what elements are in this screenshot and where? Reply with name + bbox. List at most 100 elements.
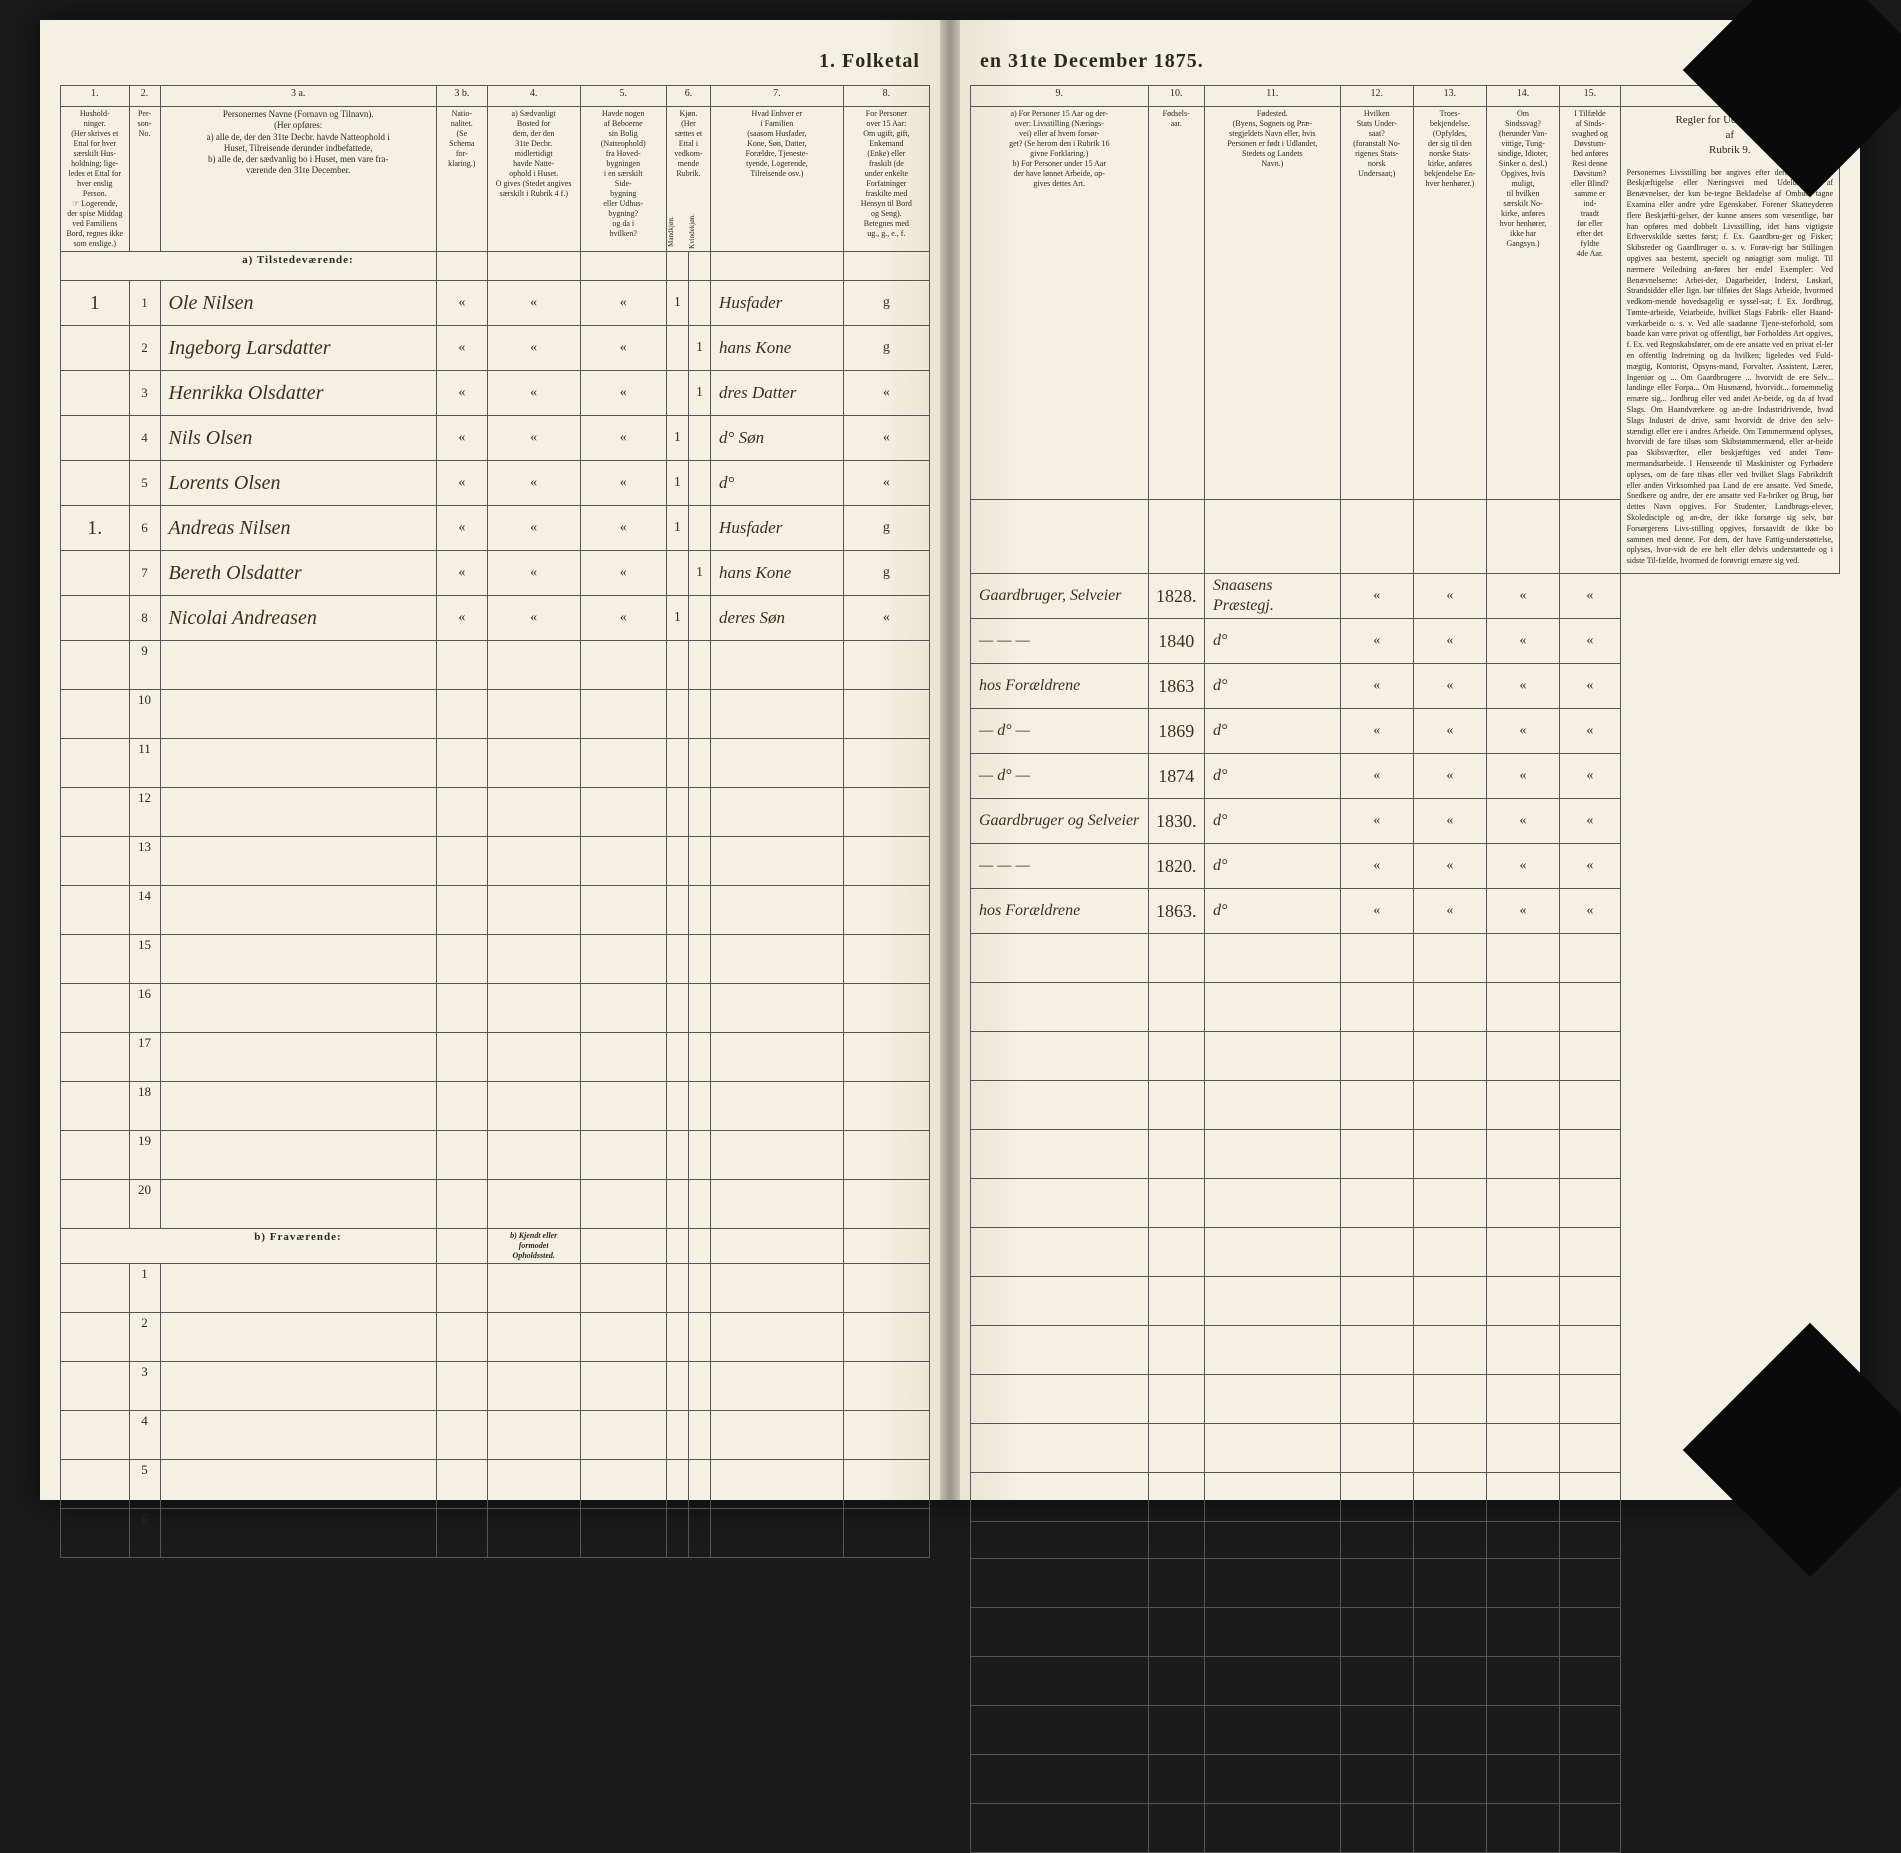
table-row: 3 Henrikka Olsdatter « « « 1 dres Datter… bbox=[61, 371, 930, 416]
cell-no: 20 bbox=[129, 1180, 160, 1229]
left-page: 1. Folketal 1. 2. 3 a. 3 b. 4. 5. 6. 7. … bbox=[40, 20, 950, 1500]
cell-fam: deres Søn bbox=[711, 596, 844, 641]
cell-fam: dres Datter bbox=[711, 371, 844, 416]
cell-kk bbox=[688, 596, 710, 641]
cell-name: Ole Nilsen bbox=[160, 281, 436, 326]
cell-c5: « bbox=[580, 551, 666, 596]
cell-no: 17 bbox=[129, 1033, 160, 1082]
cell-stat: g bbox=[843, 281, 929, 326]
cell-c12: « bbox=[1340, 574, 1413, 619]
cell-c15: « bbox=[1560, 799, 1621, 844]
coln-15: 15. bbox=[1560, 86, 1621, 107]
cell-no: 1 bbox=[129, 281, 160, 326]
cell-c10: 1869 bbox=[1148, 709, 1204, 754]
cell-nat: « bbox=[436, 461, 487, 506]
cell-c13: « bbox=[1413, 754, 1486, 799]
cell-c5: « bbox=[580, 326, 666, 371]
table-row bbox=[971, 1608, 1840, 1657]
cell-kk bbox=[688, 416, 710, 461]
cell-c11: d° bbox=[1204, 619, 1340, 664]
table-row: 19 bbox=[61, 1131, 930, 1180]
book-spine bbox=[940, 20, 960, 1500]
cell-c13: « bbox=[1413, 844, 1486, 889]
cell-c14: « bbox=[1486, 664, 1559, 709]
cell-c15: « bbox=[1560, 619, 1621, 664]
cell-fam: hans Kone bbox=[711, 326, 844, 371]
coln-4: 4. bbox=[487, 86, 580, 107]
cell-c13: « bbox=[1413, 889, 1486, 934]
cell-c13: « bbox=[1413, 709, 1486, 754]
hdr-c7: Hvad Enhver er i Familien (saasom Husfad… bbox=[711, 107, 844, 252]
cell-fam: Husfader bbox=[711, 506, 844, 551]
table-row bbox=[971, 1657, 1840, 1706]
cell-hh: 1. bbox=[61, 506, 130, 551]
cell-c13: « bbox=[1413, 619, 1486, 664]
header-row-left: Hushold- ninger. (Her skrives et Ettal f… bbox=[61, 107, 930, 252]
cell-c4: « bbox=[487, 461, 580, 506]
cell-nat: « bbox=[436, 596, 487, 641]
coln-2: 2. bbox=[129, 86, 160, 107]
cell-name: Henrikka Olsdatter bbox=[160, 371, 436, 416]
table-row: 1 bbox=[61, 1264, 930, 1313]
cell-c4: « bbox=[487, 281, 580, 326]
hdr-c9: a) For Personer 15 Aar og der- over: Liv… bbox=[971, 107, 1149, 500]
cell-c5: « bbox=[580, 281, 666, 326]
cell-no: 9 bbox=[129, 641, 160, 690]
table-row: 5 Lorents Olsen « « « 1 d° « bbox=[61, 461, 930, 506]
cell-c14: « bbox=[1486, 619, 1559, 664]
cell-mk: 1 bbox=[666, 281, 688, 326]
section-a-row: a) Tilstedeværende: bbox=[61, 252, 930, 281]
cell-stat: « bbox=[843, 461, 929, 506]
cell-no: 14 bbox=[129, 886, 160, 935]
cell-c10: 1820. bbox=[1148, 844, 1204, 889]
table-row: 1. 6 Andreas Nilsen « « « 1 Husfader g bbox=[61, 506, 930, 551]
cell-nat: « bbox=[436, 551, 487, 596]
cell-stat: « bbox=[843, 596, 929, 641]
cell-fam: d° Søn bbox=[711, 416, 844, 461]
cell-c13: « bbox=[1413, 574, 1486, 619]
coln-7: 7. bbox=[711, 86, 844, 107]
cell-c15: « bbox=[1560, 709, 1621, 754]
table-row: hos Forældrene 1863. d° « « « « bbox=[971, 889, 1840, 934]
cell-c12: « bbox=[1340, 664, 1413, 709]
cell-fam: Husfader bbox=[711, 281, 844, 326]
coln-14: 14. bbox=[1486, 86, 1559, 107]
hdr-c5: Havde nogen af Beboerne sin Bolig (Natte… bbox=[580, 107, 666, 252]
coln-9: 9. bbox=[971, 86, 1149, 107]
table-row: 16 bbox=[61, 984, 930, 1033]
cell-name: Nils Olsen bbox=[160, 416, 436, 461]
cell-c9: — — — bbox=[971, 844, 1149, 889]
table-row: 9 bbox=[61, 641, 930, 690]
table-row: — — — 1820. d° « « « « bbox=[971, 844, 1840, 889]
cell-c12: « bbox=[1340, 844, 1413, 889]
table-row: 13 bbox=[61, 837, 930, 886]
table-row bbox=[971, 1081, 1840, 1130]
cell-hh bbox=[61, 596, 130, 641]
cell-kk bbox=[688, 461, 710, 506]
coln-12: 12. bbox=[1340, 86, 1413, 107]
table-row: — d° — 1874 d° « « « « bbox=[971, 754, 1840, 799]
coln-1: 1. bbox=[61, 86, 130, 107]
table-row: 14 bbox=[61, 886, 930, 935]
table-row: 8 Nicolai Andreasen « « « 1 deres Søn « bbox=[61, 596, 930, 641]
cell-no: 10 bbox=[129, 690, 160, 739]
cell-mk: 1 bbox=[666, 461, 688, 506]
ledger-book: 1. Folketal 1. 2. 3 a. 3 b. 4. 5. 6. 7. … bbox=[40, 20, 1860, 1500]
cell-no: 3 bbox=[129, 371, 160, 416]
hdr-c4: a) Sædvanligt Bosted for dem, der den 31… bbox=[487, 107, 580, 252]
cell-stat: g bbox=[843, 506, 929, 551]
cell-c14: « bbox=[1486, 709, 1559, 754]
hdr-c10: Fødsels- aar. bbox=[1148, 107, 1204, 500]
rules-body: Personernes Livsstilling bør angives eft… bbox=[1627, 168, 1833, 567]
cell-name: Ingeborg Larsdatter bbox=[160, 326, 436, 371]
cell-nat: « bbox=[436, 416, 487, 461]
cell-c9: hos Forældrene bbox=[971, 889, 1149, 934]
cell-c5: « bbox=[580, 461, 666, 506]
hdr-c3a: Personernes Navne (Fornavn og Tilnavn). … bbox=[160, 107, 436, 252]
cell-no: 13 bbox=[129, 837, 160, 886]
coln-6: 6. bbox=[666, 86, 710, 107]
cell-hh bbox=[61, 551, 130, 596]
cell-c14: « bbox=[1486, 754, 1559, 799]
table-row bbox=[971, 1559, 1840, 1608]
cell-no: 2 bbox=[129, 326, 160, 371]
